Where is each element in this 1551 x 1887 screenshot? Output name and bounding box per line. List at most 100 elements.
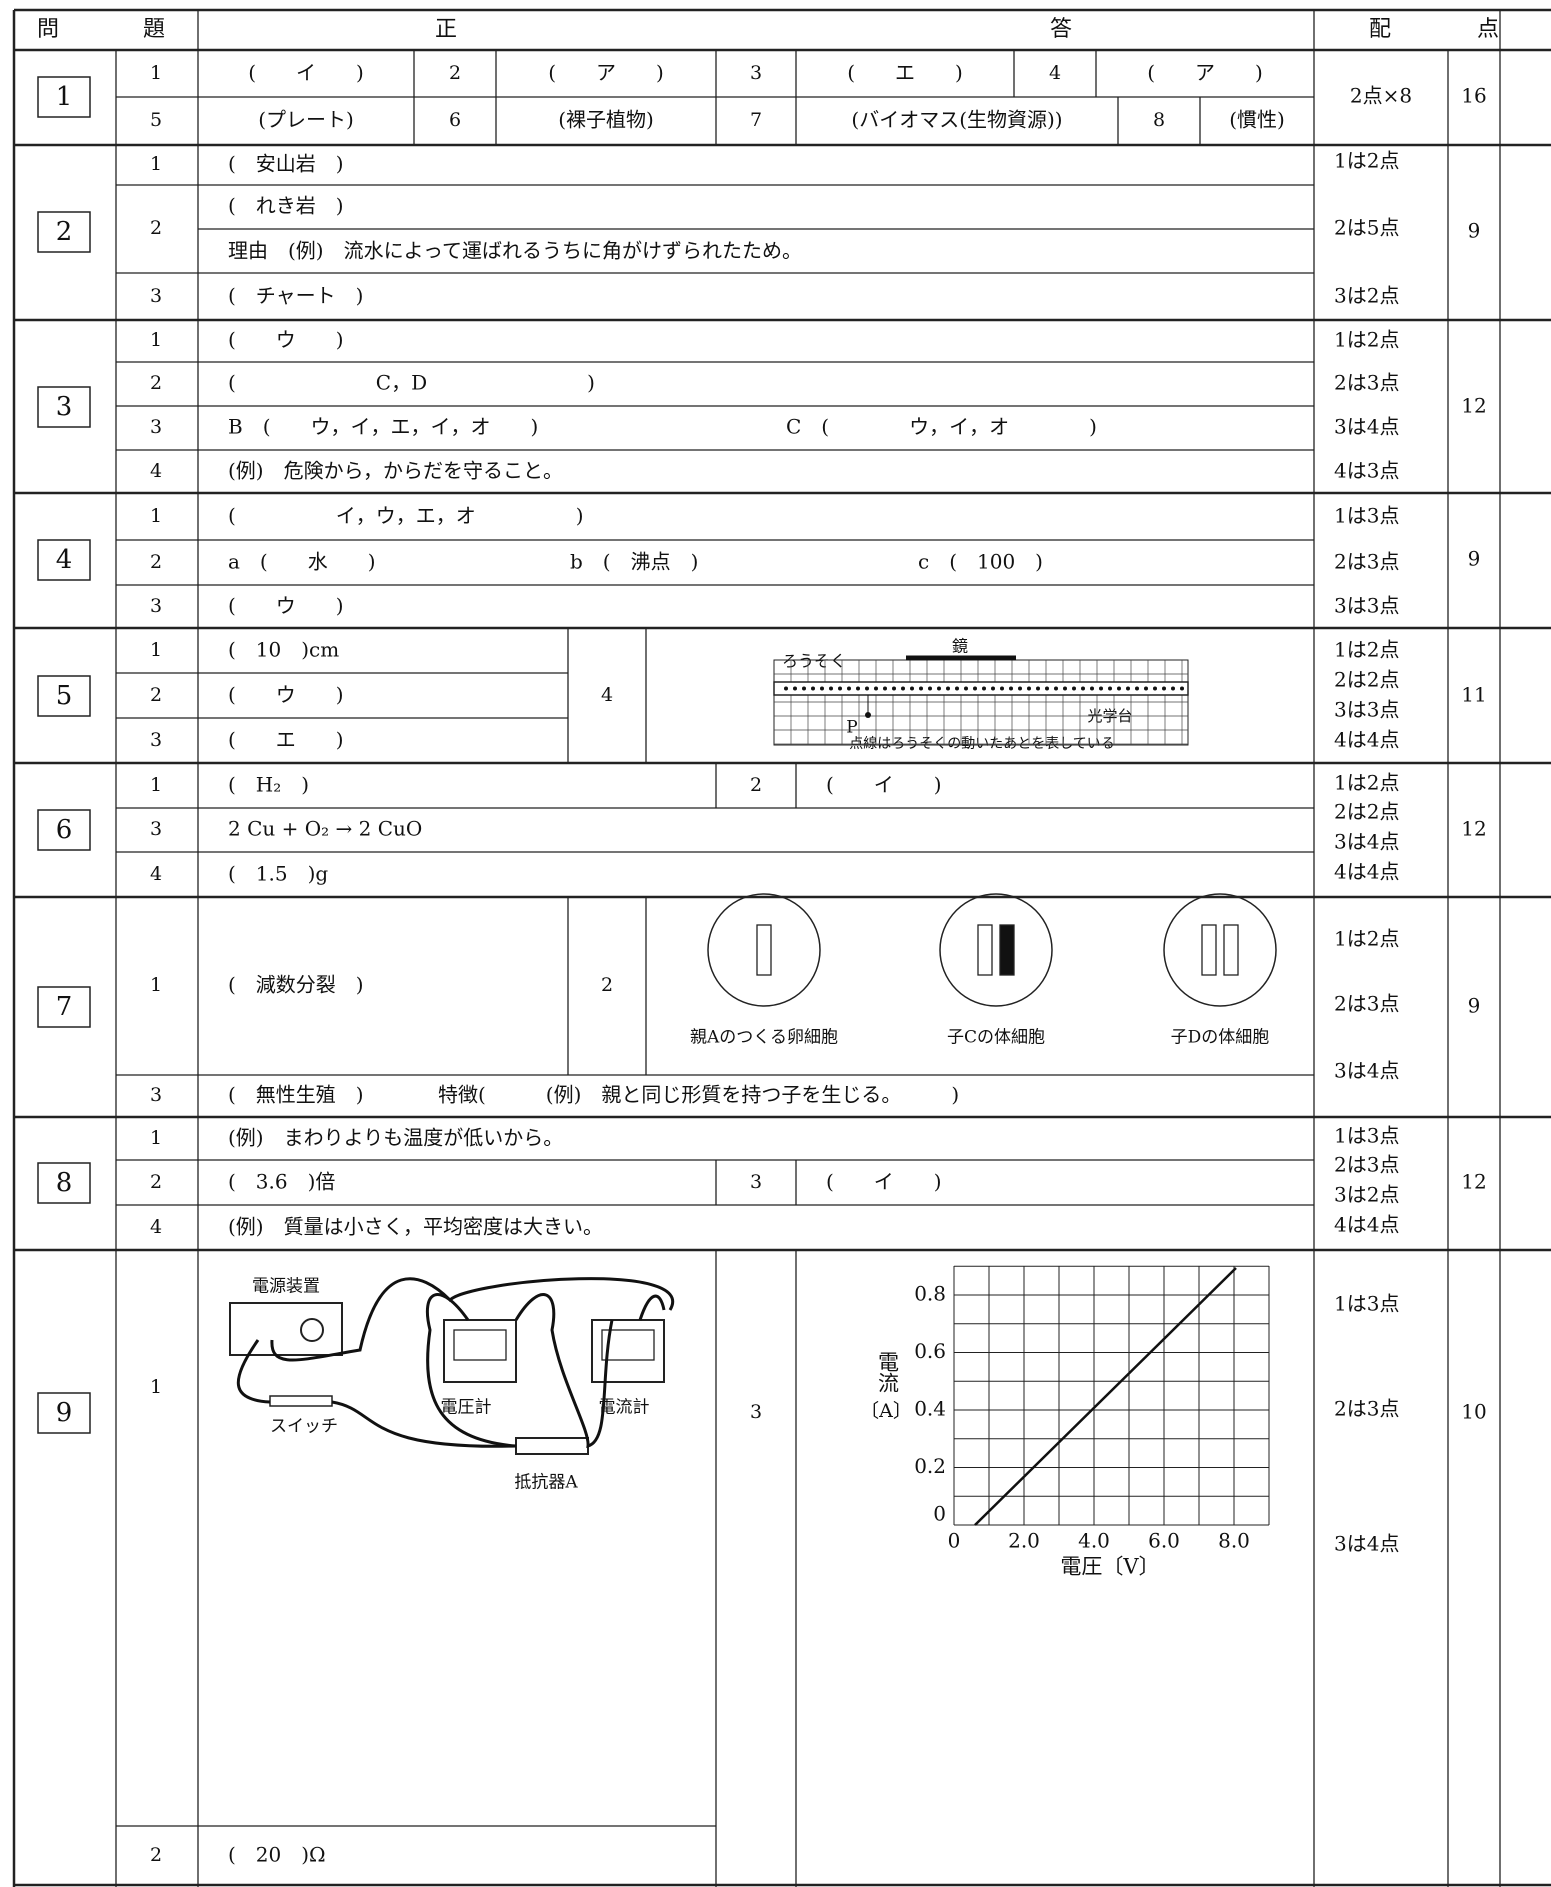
item-label: 2 bbox=[150, 684, 162, 706]
item-label: 3 bbox=[150, 1084, 162, 1106]
candle-trace bbox=[1171, 686, 1175, 691]
scoring: 3は4点 bbox=[1334, 415, 1399, 439]
item-label: 4 bbox=[150, 1216, 162, 1238]
candle-trace bbox=[919, 686, 923, 691]
header-cell: 配 bbox=[1369, 17, 1391, 42]
item-label: 3 bbox=[750, 1401, 762, 1423]
question-number-box bbox=[37, 1162, 91, 1204]
item-label: 2 bbox=[150, 1844, 162, 1866]
candle-trace bbox=[847, 686, 851, 691]
question-number: 2 bbox=[56, 217, 73, 247]
question-number: 8 bbox=[56, 1168, 73, 1198]
item-label: 1 bbox=[150, 1376, 162, 1398]
question-number: 3 bbox=[56, 392, 73, 422]
scoring: 3は4点 bbox=[1334, 1059, 1399, 1083]
question-number: 6 bbox=[56, 815, 73, 845]
total-points: 12 bbox=[1461, 817, 1486, 841]
candle-trace bbox=[829, 686, 833, 691]
power-supply bbox=[229, 1302, 343, 1356]
question-number: 1 bbox=[56, 82, 73, 112]
scoring: 2は3点 bbox=[1334, 992, 1399, 1016]
question-number-box bbox=[37, 76, 91, 118]
question-number: 9 bbox=[56, 1398, 73, 1428]
candle-trace bbox=[784, 686, 788, 691]
answer-text: ( 3.6 )倍 bbox=[228, 1170, 335, 1194]
answer-text: ( ウ ) bbox=[228, 594, 344, 618]
wire bbox=[331, 1400, 517, 1448]
candle-trace bbox=[1063, 686, 1067, 691]
bench-rail bbox=[773, 681, 1189, 696]
scoring: 1は2点 bbox=[1334, 149, 1399, 173]
answer-text: 子Dの体細胞 bbox=[1171, 1028, 1270, 1048]
answer-text: a ( 水 ) bbox=[228, 550, 376, 574]
item-label: 3 bbox=[150, 729, 162, 751]
item-label: 3 bbox=[150, 818, 162, 840]
cell bbox=[1163, 893, 1277, 1007]
item-label: 5 bbox=[150, 109, 162, 131]
candle-trace bbox=[937, 686, 941, 691]
candle-trace bbox=[1099, 686, 1103, 691]
answer-text: ( イ ) bbox=[248, 61, 364, 85]
scoring: 4は4点 bbox=[1334, 860, 1399, 884]
total-points: 9 bbox=[1468, 547, 1481, 571]
answer-text: (例) まわりよりも温度が低いから。 bbox=[228, 1126, 563, 1150]
scoring: 4は4点 bbox=[1334, 728, 1399, 752]
x-tick-label: 6.0 bbox=[1148, 1529, 1180, 1553]
answer-text: C ( ウ，イ，オ ) bbox=[786, 415, 1097, 439]
candle-trace bbox=[1018, 686, 1022, 691]
item-label: 2 bbox=[750, 774, 762, 796]
item-label: 1 bbox=[150, 639, 162, 661]
answer-text: 特徴( (例) 親と同じ形質を持つ子を生じる。 ) bbox=[438, 1083, 959, 1107]
y-axis-label: 電流 bbox=[876, 1351, 900, 1393]
scoring: 2は3点 bbox=[1334, 1153, 1399, 1177]
item-label: 1 bbox=[150, 62, 162, 84]
question-number: 7 bbox=[56, 992, 73, 1022]
wire bbox=[270, 1277, 675, 1362]
candle-trace bbox=[793, 686, 797, 691]
wire bbox=[638, 1294, 666, 1321]
candle-trace bbox=[1117, 686, 1121, 691]
candle-trace bbox=[1045, 686, 1049, 691]
header-cell: 問 bbox=[37, 17, 59, 42]
question-number: 4 bbox=[56, 545, 73, 575]
total-points: 9 bbox=[1468, 994, 1481, 1018]
scoring: 3は4点 bbox=[1334, 1532, 1399, 1556]
answer-text: ( れき岩 ) bbox=[228, 194, 344, 218]
candle-trace bbox=[1054, 686, 1058, 691]
candle-trace bbox=[802, 686, 806, 691]
answer-text: ( イ ) bbox=[826, 773, 942, 797]
total-points: 9 bbox=[1468, 219, 1481, 243]
answer-text: ( C，D ) bbox=[228, 371, 595, 395]
candle-trace bbox=[1162, 686, 1166, 691]
item-label: 2 bbox=[150, 372, 162, 394]
wire bbox=[514, 1293, 614, 1449]
candle-trace bbox=[892, 686, 896, 691]
candle-trace bbox=[901, 686, 905, 691]
chromosome bbox=[1223, 924, 1239, 976]
x-axis-label: 電圧〔V〕 bbox=[1060, 1555, 1159, 1579]
scoring: 3は4点 bbox=[1334, 830, 1399, 854]
answer-text: ( エ ) bbox=[847, 61, 963, 85]
answer-text: ( 安山岩 ) bbox=[228, 152, 344, 176]
candle-trace bbox=[1135, 686, 1139, 691]
scoring: 1は2点 bbox=[1334, 328, 1399, 352]
candle-trace bbox=[991, 686, 995, 691]
item-label: 4 bbox=[150, 863, 162, 885]
candle-trace bbox=[982, 686, 986, 691]
total-points: 11 bbox=[1461, 683, 1486, 707]
answer-text: ( 10 )cm bbox=[228, 638, 339, 662]
candle-trace bbox=[973, 686, 977, 691]
candle-trace bbox=[1072, 686, 1076, 691]
answer-text: 理由 (例) 流水によって運ばれるうちに角がけずられたため。 bbox=[228, 239, 802, 263]
answer-text: 電源装置 bbox=[252, 1277, 320, 1297]
candle-trace bbox=[1108, 686, 1112, 691]
question-number-box bbox=[37, 386, 91, 428]
candle-trace bbox=[1153, 686, 1157, 691]
item-label: 3 bbox=[150, 416, 162, 438]
answer-text: ( ウ ) bbox=[228, 683, 344, 707]
scoring: 4は4点 bbox=[1334, 1213, 1399, 1237]
meter-face bbox=[601, 1329, 655, 1361]
y-tick-label: 0.4 bbox=[914, 1397, 946, 1421]
scoring: 3は2点 bbox=[1334, 284, 1399, 308]
